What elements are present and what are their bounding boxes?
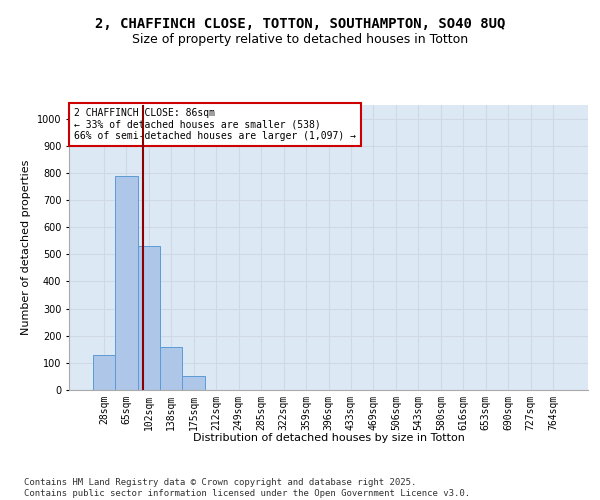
Text: Contains HM Land Registry data © Crown copyright and database right 2025.
Contai: Contains HM Land Registry data © Crown c… xyxy=(24,478,470,498)
X-axis label: Distribution of detached houses by size in Totton: Distribution of detached houses by size … xyxy=(193,433,464,443)
Bar xyxy=(137,246,160,390)
Text: Size of property relative to detached houses in Totton: Size of property relative to detached ho… xyxy=(132,32,468,46)
Bar xyxy=(92,354,115,390)
Bar xyxy=(182,376,205,390)
Text: 2 CHAFFINCH CLOSE: 86sqm
← 33% of detached houses are smaller (538)
66% of semi-: 2 CHAFFINCH CLOSE: 86sqm ← 33% of detach… xyxy=(74,108,356,141)
Bar xyxy=(160,346,182,390)
Text: 2, CHAFFINCH CLOSE, TOTTON, SOUTHAMPTON, SO40 8UQ: 2, CHAFFINCH CLOSE, TOTTON, SOUTHAMPTON,… xyxy=(95,18,505,32)
Bar xyxy=(115,176,137,390)
Y-axis label: Number of detached properties: Number of detached properties xyxy=(22,160,31,335)
